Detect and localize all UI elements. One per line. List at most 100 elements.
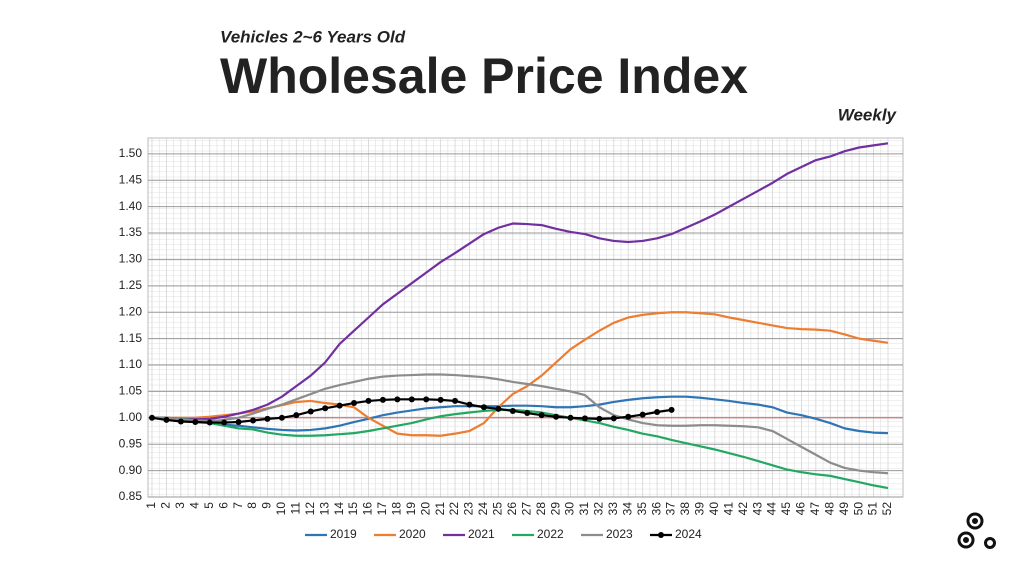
x-tick-label: 44 xyxy=(765,502,779,516)
point-marker xyxy=(480,404,487,411)
subtitle: Vehicles 2~6 Years Old xyxy=(220,27,406,46)
legend-label: 2021 xyxy=(468,527,495,541)
x-tick-label: 2 xyxy=(159,502,173,509)
x-tick-label: 32 xyxy=(592,502,606,516)
x-tick-label: 26 xyxy=(505,502,519,516)
point-marker xyxy=(610,415,617,422)
x-tick-label: 14 xyxy=(332,502,346,516)
legend-marker xyxy=(658,532,664,538)
point-marker xyxy=(149,414,155,421)
series-line xyxy=(152,373,889,475)
x-tick-label: 48 xyxy=(822,502,836,516)
point-marker xyxy=(394,396,401,403)
point-marker xyxy=(221,419,228,426)
x-tick-label: 34 xyxy=(620,502,634,516)
point-marker xyxy=(264,415,271,422)
x-tick-label: 35 xyxy=(635,502,649,516)
y-tick-label: 1.15 xyxy=(119,331,143,345)
legend-label: 2023 xyxy=(606,527,633,541)
x-tick-label: 17 xyxy=(375,502,389,516)
y-tick-label: 0.90 xyxy=(119,463,143,477)
x-tick-label: 33 xyxy=(606,502,620,516)
y-tick-label: 0.95 xyxy=(119,436,143,450)
chart-title: Wholesale Price Index xyxy=(220,48,748,104)
x-tick-label: 10 xyxy=(274,502,288,516)
legend-label: 2019 xyxy=(330,527,357,541)
x-tick-label: 27 xyxy=(519,502,533,516)
x-tick-label: 49 xyxy=(837,502,851,516)
point-marker xyxy=(567,414,574,421)
point-marker xyxy=(235,419,242,426)
x-tick-label: 36 xyxy=(649,502,663,516)
x-tick-label: 40 xyxy=(707,502,721,516)
y-tick-label: 1.30 xyxy=(119,252,143,266)
y-tick-label: 1.45 xyxy=(119,172,143,186)
x-tick-label: 20 xyxy=(418,502,432,516)
x-tick-label: 51 xyxy=(866,502,880,516)
x-tick-label: 42 xyxy=(736,502,750,516)
point-marker xyxy=(379,396,386,403)
x-tick-label: 19 xyxy=(404,502,418,516)
point-marker xyxy=(365,397,372,404)
x-tick-label: 7 xyxy=(231,502,245,509)
point-marker xyxy=(163,416,170,423)
x-tick-label: 1 xyxy=(144,502,158,509)
point-marker xyxy=(625,413,632,420)
point-marker xyxy=(177,418,184,425)
minor-grid xyxy=(148,138,903,497)
series-line xyxy=(151,395,889,435)
point-marker xyxy=(322,405,329,412)
x-tick-label: 16 xyxy=(361,502,375,516)
x-tick-label: 45 xyxy=(779,502,793,516)
x-tick-label: 23 xyxy=(462,502,476,516)
y-tick-label: 1.05 xyxy=(119,384,143,398)
x-tick-label: 38 xyxy=(678,502,692,516)
x-tick-label: 41 xyxy=(721,502,735,516)
legend-label: 2020 xyxy=(399,527,426,541)
point-marker xyxy=(639,411,646,418)
point-marker xyxy=(437,396,444,403)
x-tick-label: 43 xyxy=(750,502,764,516)
y-tick-label: 1.35 xyxy=(119,225,143,239)
y-tick-label: 1.25 xyxy=(119,278,143,292)
x-tick-label: 8 xyxy=(245,502,259,509)
x-tick-label: 47 xyxy=(808,502,822,516)
point-marker xyxy=(596,415,603,422)
point-marker xyxy=(278,414,285,421)
x-tick-label: 52 xyxy=(880,502,894,516)
x-tick-label: 46 xyxy=(794,502,808,516)
y-tick-label: 1.50 xyxy=(119,146,143,160)
point-marker xyxy=(581,415,588,422)
y-tick-label: 1.40 xyxy=(119,199,143,213)
x-tick-label: 13 xyxy=(317,502,331,516)
point-marker xyxy=(553,413,560,420)
point-marker xyxy=(192,419,199,426)
point-marker xyxy=(293,412,300,419)
point-marker xyxy=(452,397,459,404)
x-tick-label: 3 xyxy=(173,502,187,509)
x-tick-label: 37 xyxy=(664,502,678,516)
point-marker xyxy=(466,401,473,408)
point-marker xyxy=(408,396,415,403)
point-marker xyxy=(509,407,516,414)
x-tick-label: 28 xyxy=(534,502,548,516)
point-marker xyxy=(206,419,213,426)
legend-label: 2024 xyxy=(675,527,702,541)
x-tick-label: 22 xyxy=(447,502,461,516)
y-tick-label: 1.10 xyxy=(119,357,143,371)
x-tick-label: 50 xyxy=(851,502,865,516)
point-marker xyxy=(423,396,430,403)
annotation: Weekly xyxy=(838,105,898,124)
x-tick-label: 31 xyxy=(577,502,591,516)
point-marker xyxy=(524,410,531,417)
point-marker xyxy=(538,412,545,419)
point-marker xyxy=(250,417,257,424)
x-tick-label: 6 xyxy=(216,502,230,509)
logo xyxy=(957,512,996,549)
point-marker xyxy=(336,402,343,409)
point-marker xyxy=(668,406,675,413)
series-line xyxy=(152,408,889,490)
x-tick-label: 5 xyxy=(202,502,216,509)
point-marker xyxy=(654,409,661,416)
